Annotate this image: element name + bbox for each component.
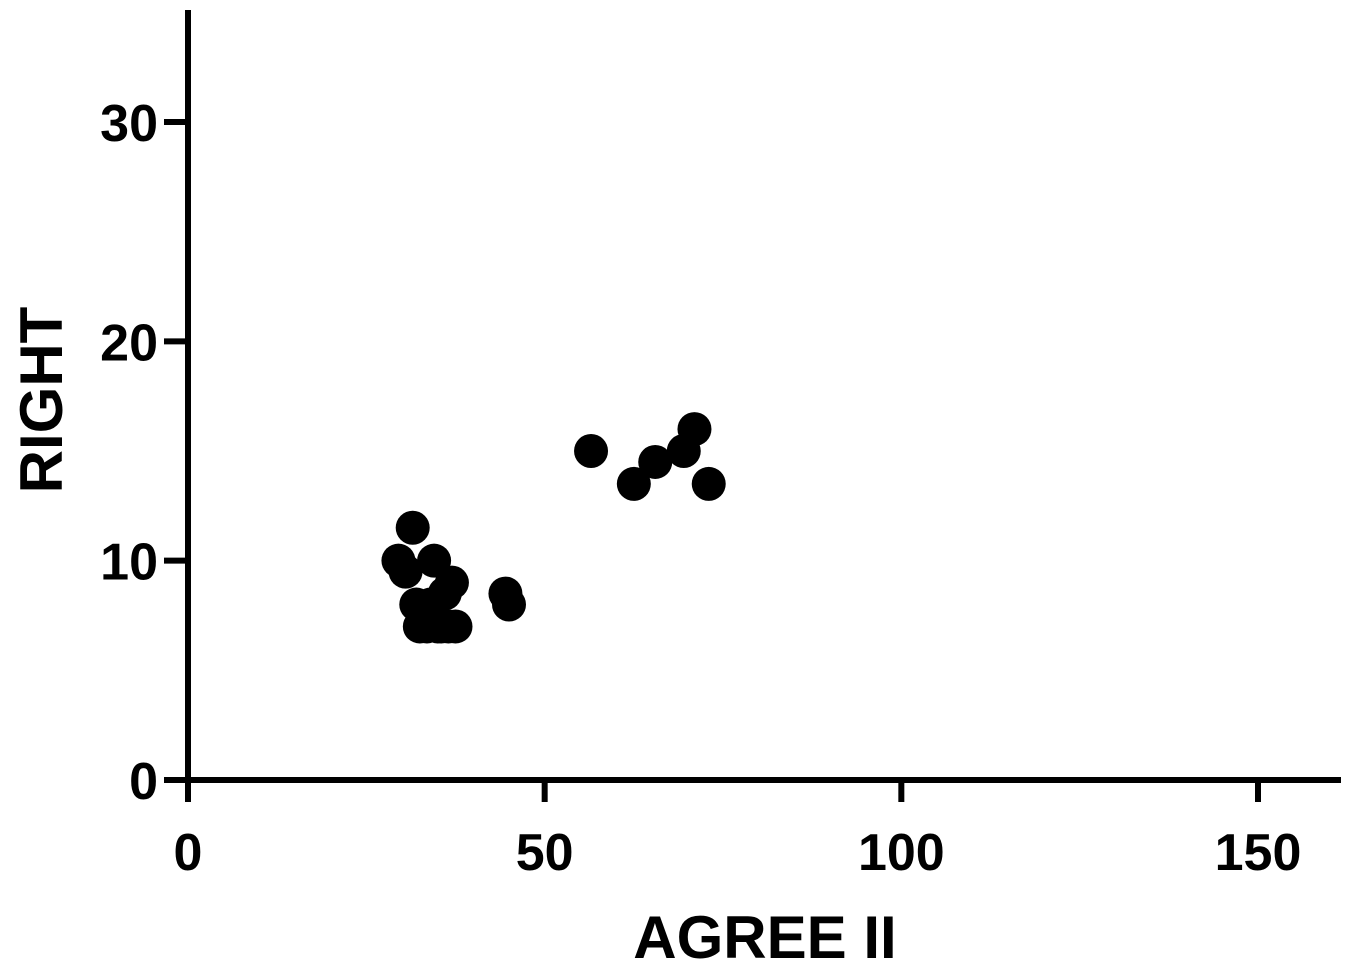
y-tick-label: 10 <box>100 534 158 592</box>
x-axis-title: AGREE II <box>633 904 896 961</box>
y-axis-ticks: 0 10 20 30 <box>100 95 188 811</box>
y-tick-label: 0 <box>129 753 158 811</box>
y-tick-label: 30 <box>100 95 158 153</box>
data-point <box>492 587 526 622</box>
data-point <box>616 466 651 501</box>
x-tick-label: 50 <box>516 824 574 882</box>
y-axis-title: RIGHT <box>8 307 75 494</box>
data-point <box>574 434 609 468</box>
data-point <box>677 412 712 447</box>
x-tick-label: 100 <box>858 824 945 882</box>
data-point <box>395 510 430 545</box>
data-point <box>691 466 726 501</box>
data-points <box>381 412 726 644</box>
x-tick-label: 0 <box>174 824 203 882</box>
y-tick-label: 20 <box>100 314 158 372</box>
x-axis-ticks: 0 50 100 150 <box>174 780 1302 882</box>
data-point <box>438 609 473 644</box>
data-point <box>434 565 469 600</box>
data-point <box>388 554 423 589</box>
data-point <box>638 444 673 479</box>
x-tick-label: 150 <box>1215 824 1302 882</box>
